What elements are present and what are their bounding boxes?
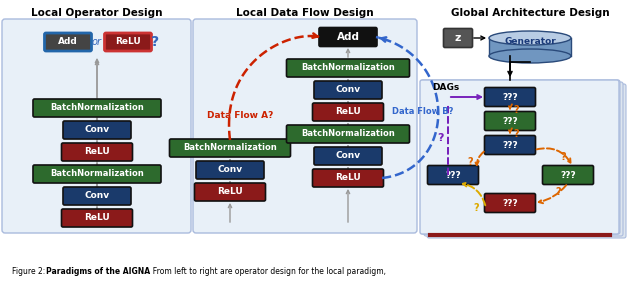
FancyBboxPatch shape bbox=[543, 166, 593, 184]
Text: BatchNormalization: BatchNormalization bbox=[50, 170, 144, 178]
FancyBboxPatch shape bbox=[489, 38, 572, 56]
Text: ?: ? bbox=[473, 203, 479, 213]
Text: . From left to right are operator design for the local paradigm,: . From left to right are operator design… bbox=[148, 268, 386, 276]
FancyBboxPatch shape bbox=[420, 80, 619, 234]
Text: Conv: Conv bbox=[84, 192, 109, 201]
FancyArrowPatch shape bbox=[539, 185, 566, 203]
FancyBboxPatch shape bbox=[287, 59, 410, 77]
FancyBboxPatch shape bbox=[484, 135, 536, 154]
FancyArrowPatch shape bbox=[537, 148, 570, 163]
FancyBboxPatch shape bbox=[319, 27, 377, 46]
Text: or: or bbox=[92, 37, 102, 47]
Text: Data Flow A?: Data Flow A? bbox=[207, 111, 273, 119]
Text: BatchNormalization: BatchNormalization bbox=[50, 103, 144, 113]
FancyBboxPatch shape bbox=[444, 28, 472, 48]
Text: ?: ? bbox=[560, 152, 566, 162]
FancyBboxPatch shape bbox=[312, 103, 383, 121]
FancyBboxPatch shape bbox=[312, 169, 383, 187]
FancyBboxPatch shape bbox=[484, 111, 536, 131]
Text: ???: ??? bbox=[502, 141, 518, 150]
FancyArrowPatch shape bbox=[463, 183, 485, 205]
Text: Local Operator Design: Local Operator Design bbox=[31, 8, 163, 18]
FancyBboxPatch shape bbox=[196, 161, 264, 179]
Ellipse shape bbox=[489, 31, 571, 45]
Text: ?: ? bbox=[467, 157, 473, 167]
Text: DAGs: DAGs bbox=[432, 84, 460, 93]
Text: ?: ? bbox=[438, 133, 444, 143]
Text: Figure 2:: Figure 2: bbox=[12, 268, 47, 276]
FancyBboxPatch shape bbox=[104, 33, 152, 51]
Text: ReLU: ReLU bbox=[335, 174, 361, 182]
Text: ReLU: ReLU bbox=[335, 107, 361, 117]
FancyBboxPatch shape bbox=[424, 82, 623, 236]
FancyBboxPatch shape bbox=[421, 80, 620, 234]
Text: BatchNormalization: BatchNormalization bbox=[183, 144, 277, 152]
FancyBboxPatch shape bbox=[428, 166, 479, 184]
FancyBboxPatch shape bbox=[193, 19, 417, 233]
Text: Conv: Conv bbox=[335, 86, 360, 95]
FancyBboxPatch shape bbox=[484, 194, 536, 213]
Text: ReLU: ReLU bbox=[115, 38, 141, 46]
Text: ?: ? bbox=[513, 129, 519, 139]
Text: z: z bbox=[455, 33, 461, 43]
Text: Conv: Conv bbox=[218, 166, 243, 174]
Text: Local Data Flow Design: Local Data Flow Design bbox=[236, 8, 374, 18]
FancyBboxPatch shape bbox=[195, 183, 266, 201]
Text: ?: ? bbox=[555, 187, 561, 197]
FancyBboxPatch shape bbox=[2, 19, 191, 233]
Text: Generator: Generator bbox=[504, 36, 556, 46]
Text: Add: Add bbox=[58, 38, 78, 46]
FancyBboxPatch shape bbox=[33, 165, 161, 183]
FancyBboxPatch shape bbox=[61, 209, 132, 227]
Text: ???: ??? bbox=[502, 117, 518, 125]
FancyBboxPatch shape bbox=[61, 143, 132, 161]
Text: ???: ??? bbox=[560, 170, 576, 180]
Text: Paradigms of the AIGNA: Paradigms of the AIGNA bbox=[46, 268, 150, 276]
Text: BatchNormalization: BatchNormalization bbox=[301, 129, 395, 139]
Text: Add: Add bbox=[337, 32, 360, 42]
FancyBboxPatch shape bbox=[63, 187, 131, 205]
Text: ???: ??? bbox=[445, 170, 461, 180]
FancyBboxPatch shape bbox=[484, 87, 536, 107]
Text: ReLU: ReLU bbox=[217, 188, 243, 196]
FancyArrowPatch shape bbox=[475, 152, 484, 165]
FancyBboxPatch shape bbox=[287, 125, 410, 143]
Text: ReLU: ReLU bbox=[84, 213, 110, 223]
Ellipse shape bbox=[489, 49, 571, 63]
Text: ???: ??? bbox=[502, 93, 518, 101]
FancyBboxPatch shape bbox=[170, 139, 291, 157]
Text: Conv: Conv bbox=[335, 152, 360, 160]
Text: ReLU: ReLU bbox=[84, 148, 110, 156]
Text: Conv: Conv bbox=[84, 125, 109, 135]
FancyBboxPatch shape bbox=[33, 99, 161, 117]
Text: ???: ??? bbox=[502, 198, 518, 207]
FancyBboxPatch shape bbox=[314, 81, 382, 99]
Text: ?: ? bbox=[513, 105, 519, 115]
FancyBboxPatch shape bbox=[63, 121, 131, 139]
FancyBboxPatch shape bbox=[427, 84, 626, 238]
Text: BatchNormalization: BatchNormalization bbox=[301, 64, 395, 72]
Text: Data Flow B?: Data Flow B? bbox=[392, 107, 453, 117]
Text: Global Architecture Design: Global Architecture Design bbox=[451, 8, 609, 18]
FancyBboxPatch shape bbox=[314, 147, 382, 165]
FancyBboxPatch shape bbox=[45, 33, 92, 51]
Text: ?: ? bbox=[151, 35, 159, 49]
